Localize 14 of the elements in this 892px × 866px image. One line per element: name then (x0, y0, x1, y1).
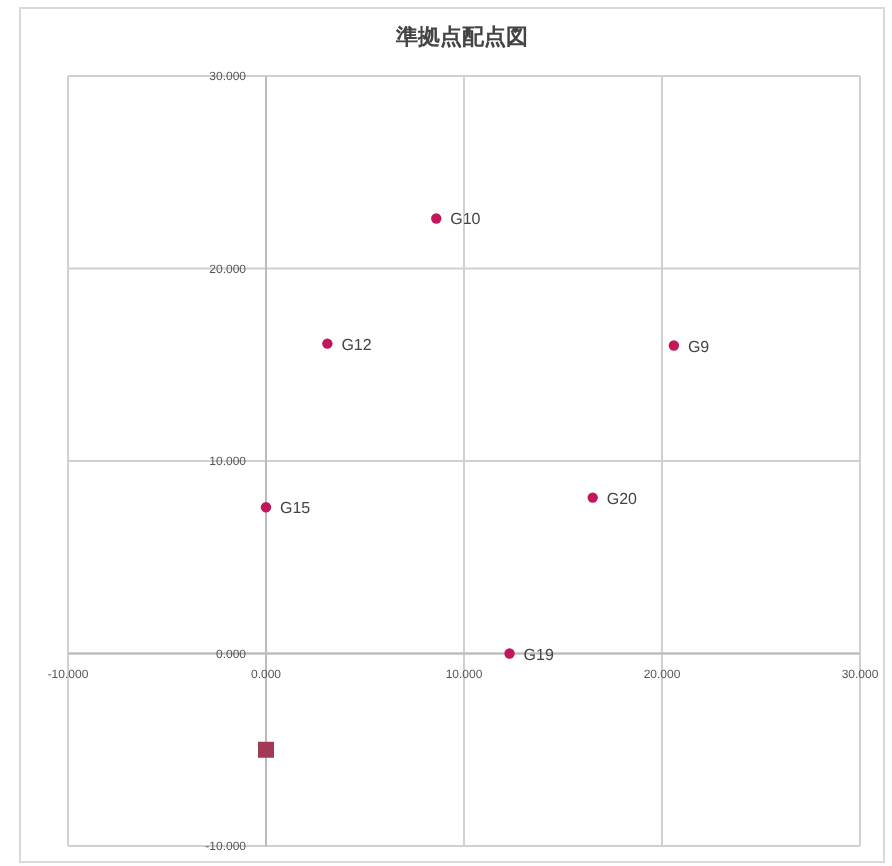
point (431, 213, 442, 224)
annotation: G15 (280, 499, 312, 518)
point (668, 340, 680, 351)
annotation: G12 (341, 335, 373, 354)
point (258, 741, 274, 758)
chart-title: 準拠点配点図 (394, 24, 528, 50)
annotation: G9 (687, 337, 711, 356)
point (260, 502, 272, 513)
annotation: G10 (450, 210, 482, 229)
annotation: G20 (606, 489, 639, 508)
annotation: G19 (523, 645, 555, 664)
point (587, 492, 598, 503)
point (322, 338, 333, 349)
point (504, 648, 515, 659)
